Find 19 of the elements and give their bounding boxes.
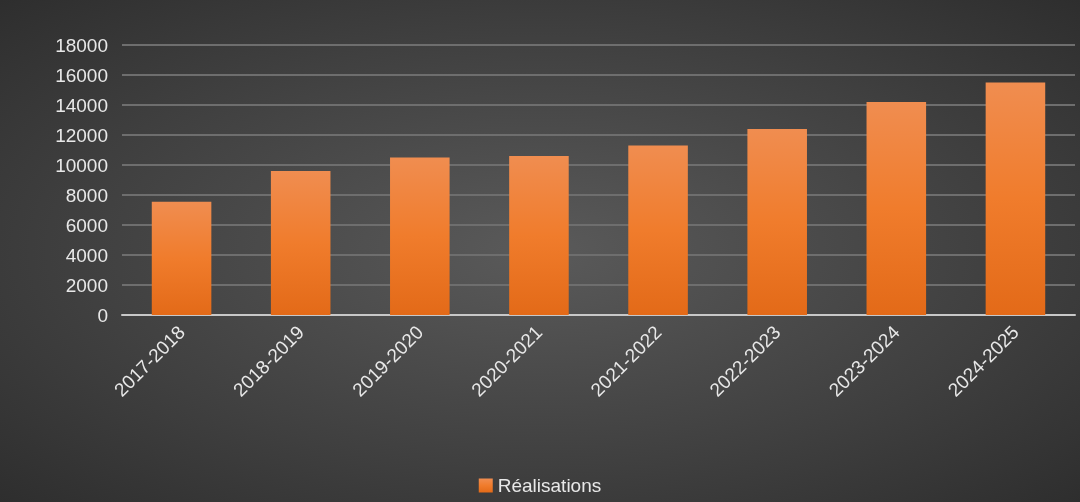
bar [747,129,807,315]
y-tick-label: 18000 [55,34,108,56]
legend-label: Réalisations [497,475,602,496]
bar [628,145,688,315]
y-tick-label: 0 [97,304,108,326]
y-tick-label: 12000 [55,124,108,146]
y-tick-label: 6000 [65,214,108,236]
y-tick-label: 2000 [65,274,108,296]
y-tick-label: 14000 [55,94,108,116]
bar [270,171,331,315]
bar [151,201,212,315]
bar [866,102,927,315]
bar [985,82,1046,315]
y-tick-label: 8000 [65,184,108,206]
y-tick-label: 4000 [65,244,108,266]
y-tick-label: 16000 [55,64,108,86]
bar [509,156,569,315]
bar [390,157,450,315]
y-tick-label: 10000 [55,154,108,176]
